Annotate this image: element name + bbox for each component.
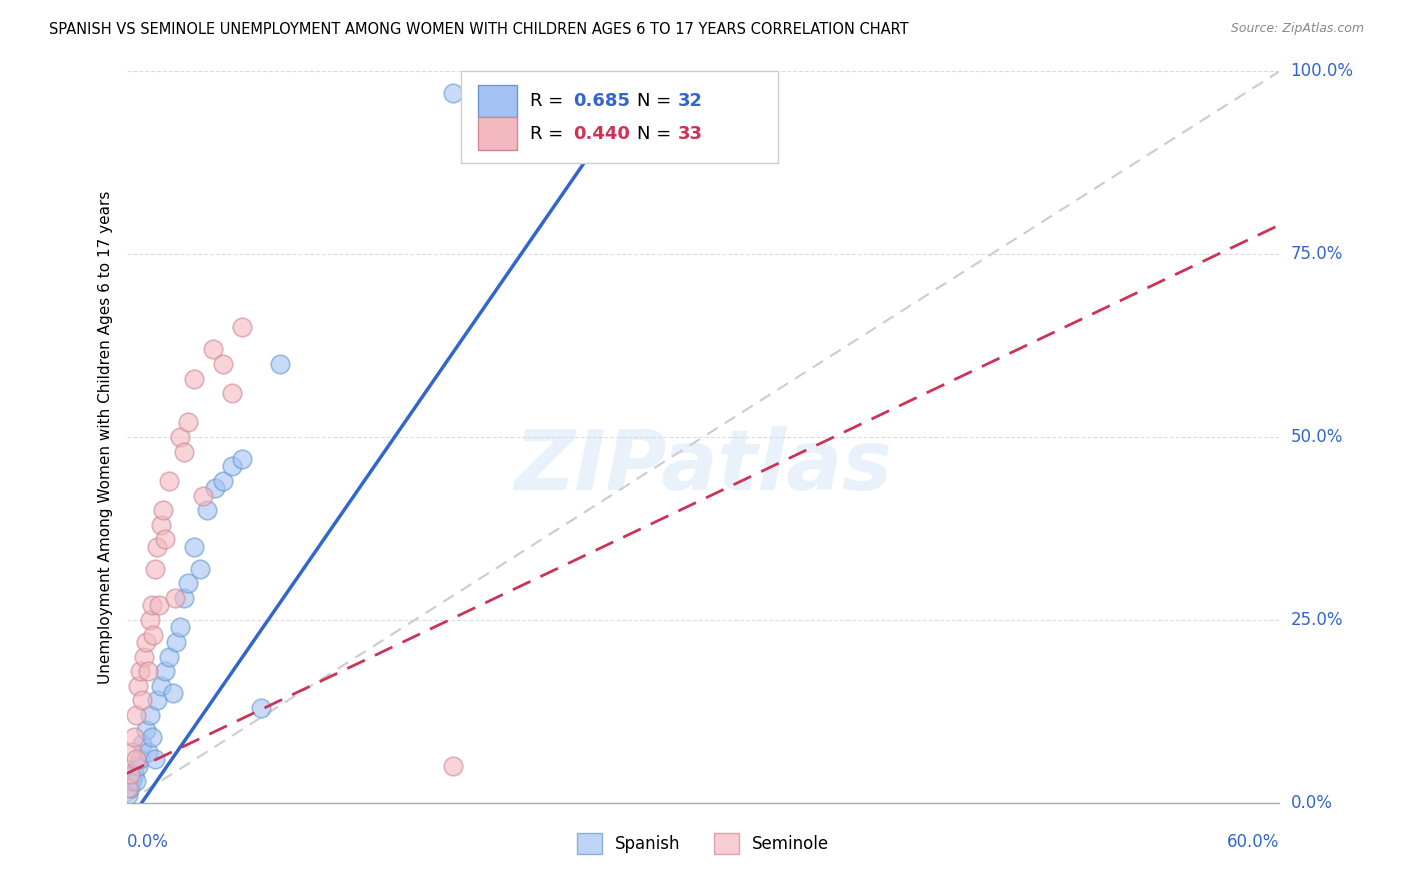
Point [173,591,195,605]
Text: ZIPatlas: ZIPatlas [515,425,891,507]
Text: 60.0%: 60.0% [1227,833,1279,851]
Point [138,613,160,627]
Point [138,708,160,723]
Point [173,444,195,458]
Point [136,664,159,678]
Point [211,474,233,488]
Point [231,320,253,334]
Point [117,789,139,803]
Text: 0.440: 0.440 [572,125,630,143]
Point [153,664,176,678]
Point [250,700,273,714]
Point [141,599,163,613]
Point [131,693,153,707]
Point [157,649,180,664]
Point [177,416,200,430]
Point [117,781,139,796]
Text: 25.0%: 25.0% [1291,611,1343,629]
Text: 75.0%: 75.0% [1291,245,1343,263]
Point [441,759,464,773]
FancyBboxPatch shape [461,71,778,163]
Point [120,781,142,796]
Point [157,474,180,488]
Point [153,533,176,547]
Point [166,635,188,649]
Point [131,737,153,751]
Point [145,562,166,576]
Point [146,540,169,554]
Text: Source: ZipAtlas.com: Source: ZipAtlas.com [1230,22,1364,36]
Point [211,357,233,371]
Point [122,730,145,744]
Text: 33: 33 [678,125,703,143]
Point [163,591,186,605]
Text: 0.685: 0.685 [572,92,630,110]
Point [204,481,226,495]
Point [142,627,165,641]
Point [122,766,145,780]
Point [146,693,169,707]
Point [193,489,215,503]
Point [221,386,243,401]
Point [183,540,205,554]
FancyBboxPatch shape [478,85,517,117]
Text: N =: N = [637,125,678,143]
Point [135,635,157,649]
Point [269,357,291,371]
Point [136,745,159,759]
Point [125,708,148,723]
Text: 100.0%: 100.0% [1291,62,1354,80]
Text: 50.0%: 50.0% [1291,428,1343,446]
Point [145,752,166,766]
Point [152,503,174,517]
Point [150,517,173,532]
Point [132,649,155,664]
Y-axis label: Unemployment Among Women with Children Ages 6 to 17 years: Unemployment Among Women with Children A… [97,190,112,684]
Text: 32: 32 [678,92,703,110]
Text: 0.0%: 0.0% [1291,794,1333,812]
Point [188,562,211,576]
Legend: Spanish, Seminole: Spanish, Seminole [569,827,837,860]
Point [177,576,200,591]
Text: SPANISH VS SEMINOLE UNEMPLOYMENT AMONG WOMEN WITH CHILDREN AGES 6 TO 17 YEARS CO: SPANISH VS SEMINOLE UNEMPLOYMENT AMONG W… [49,22,908,37]
Point [125,752,148,766]
Point [125,773,148,788]
Point [129,664,152,678]
Point [141,730,163,744]
Point [231,452,253,467]
Point [169,620,191,634]
Point [120,766,142,780]
Point [441,87,464,101]
Text: R =: R = [530,92,569,110]
Point [148,599,170,613]
Text: 0.0%: 0.0% [127,833,169,851]
Point [221,459,243,474]
Point [135,723,157,737]
Point [129,752,152,766]
Point [169,430,191,444]
FancyBboxPatch shape [478,118,517,150]
Text: R =: R = [530,125,569,143]
Point [127,759,149,773]
Point [195,503,218,517]
Point [202,343,225,357]
Point [127,679,149,693]
Point [150,679,173,693]
Point [183,371,205,385]
Point [162,686,184,700]
Text: N =: N = [637,92,678,110]
Point [121,745,143,759]
Point [121,773,143,788]
